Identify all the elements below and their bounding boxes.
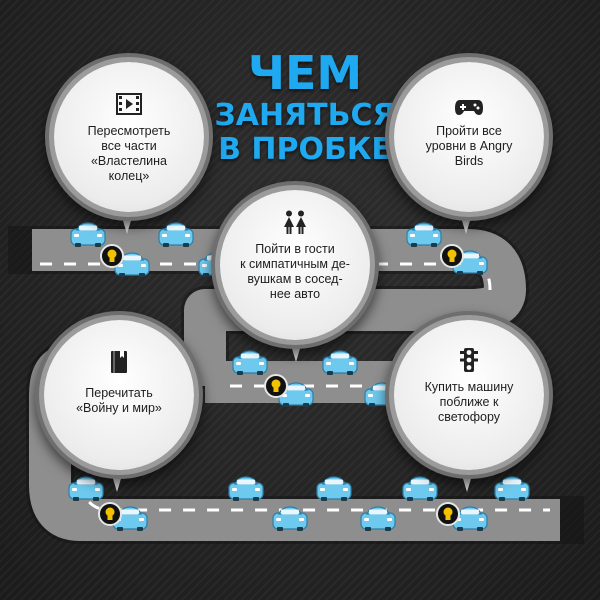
car-icon [228,476,264,501]
car-icon [272,506,308,531]
lightbulb-marker-icon [440,244,464,268]
tip-text: Купить машину поближе к светофору [424,380,514,424]
car-icon [364,382,400,407]
car-icon [360,506,396,531]
lightbulb-marker-icon [436,502,460,526]
car-icon [68,476,104,501]
position-markers [98,244,464,526]
lightbulb-marker-icon [98,502,122,526]
car-icon [114,252,150,277]
car-icon [70,222,106,247]
title-line-2: ЗАНЯТЬСЯ [214,98,396,133]
car-icon [402,476,438,501]
tip-text: Пройти все уровни в Angry Birds [425,124,513,168]
couple-icon [280,210,310,234]
car-icon [316,476,352,501]
title-line-1: ЧЕМ [247,46,363,100]
car-icon [452,506,488,531]
title-line-3: В ПРОБКЕ [218,132,392,167]
tip-bubble-angry-birds: Пройти все уровни в Angry Birds [394,62,544,212]
traffic-light-icon [454,348,484,372]
car-icon [232,350,268,375]
car-icon [322,350,358,375]
tip-bubble-rewatch: Пересмотреть все части «Властелина колец… [54,62,204,212]
book-icon [104,350,134,374]
tip-bubble-buy-car: Купить машину поближе к светофору [394,320,544,470]
tip-text: Перечитать «Войну и мир» [76,386,162,415]
gamepad-icon [454,94,484,118]
tip-bubble-visit-neighbors: Пойти в гости к симпатичным де- вушкам в… [220,190,370,340]
car-icon [406,222,442,247]
car-icon [158,222,194,247]
film-icon [114,92,144,116]
car-icon [494,476,530,501]
lightbulb-marker-icon [264,374,288,398]
tip-text: Пойти в гости к симпатичным де- вушкам в… [240,242,350,301]
tip-text: Пересмотреть все части «Властелина колец… [87,124,171,183]
cars [68,222,530,531]
tip-bubble-reread: Перечитать «Войну и мир» [44,320,194,470]
car-icon [452,250,488,275]
lane-dashes [40,262,550,512]
lightbulb-marker-icon [100,244,124,268]
